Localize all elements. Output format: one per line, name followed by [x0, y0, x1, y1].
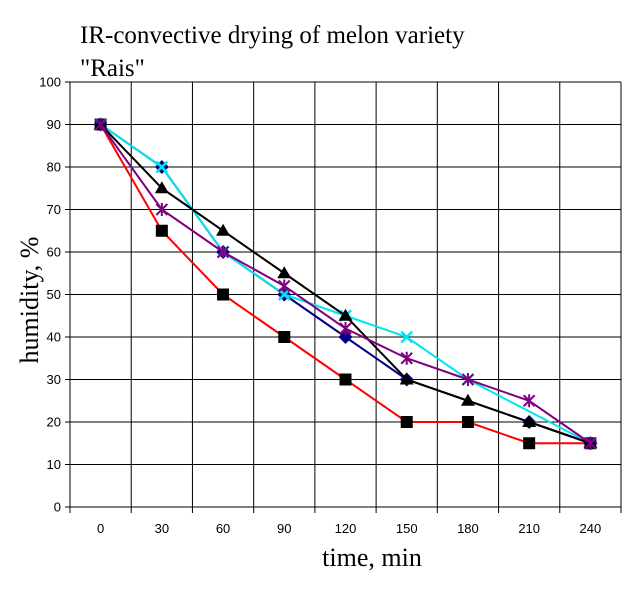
data-point [94, 118, 107, 131]
x-tick-label: 180 [457, 521, 479, 536]
y-tick-label: 30 [47, 372, 61, 387]
data-point [400, 351, 413, 365]
x-tick-label: 120 [335, 521, 357, 536]
chart-title-line-1: IR-convective drying of melon variety [80, 22, 465, 49]
y-tick-label: 10 [47, 457, 61, 472]
data-point [523, 437, 536, 450]
y-tick-label: 0 [54, 500, 61, 515]
series-layer [93, 117, 598, 451]
data-point [522, 415, 537, 427]
x-tick-label: 60 [216, 521, 230, 536]
data-point [277, 266, 292, 279]
data-point [461, 416, 474, 428]
data-point [278, 279, 291, 293]
data-point [584, 436, 597, 450]
y-tick-label: 60 [47, 245, 61, 260]
chart-title-line-2: "Rais" [80, 55, 145, 82]
data-point [339, 373, 352, 386]
data-point [400, 330, 414, 344]
data-point [339, 322, 352, 335]
y-tick-label: 100 [39, 75, 61, 90]
data-point [217, 288, 230, 301]
series-4 [93, 117, 598, 449]
data-point [460, 393, 475, 406]
tick-labels: 0 10 20 30 40 50 60 70 80 90 100 0 30 60 90 120 150 180 21… [39, 75, 601, 537]
data-point [399, 372, 414, 385]
x-tick-label: 150 [396, 521, 418, 536]
y-axis-label: humidity, % [15, 237, 44, 364]
series-5 [94, 118, 597, 450]
y-tick-label: 80 [47, 160, 61, 175]
x-tick-label: 240 [580, 521, 602, 536]
data-point [338, 308, 353, 321]
y-tick-label: 70 [47, 202, 61, 217]
data-point [216, 223, 231, 236]
y-tick-label: 90 [47, 117, 61, 132]
data-point [400, 416, 413, 428]
axes [65, 81, 621, 508]
series-line [100, 123, 591, 445]
data-point [155, 160, 169, 174]
x-tick-label: 0 [97, 521, 104, 536]
data-point [278, 331, 291, 343]
x-tick-label: 210 [518, 521, 540, 536]
data-point [461, 373, 475, 386]
x-axis-label: time, min [322, 543, 422, 572]
data-point [154, 181, 169, 194]
y-tick-label: 40 [47, 330, 61, 345]
data-point [522, 394, 536, 408]
data-point [338, 330, 353, 344]
y-tick-label: 50 [47, 287, 61, 302]
data-point [216, 245, 230, 259]
y-tick-label: 20 [47, 415, 61, 430]
x-tick-label: 90 [277, 521, 291, 536]
x-tick-label: 30 [155, 521, 169, 536]
data-point [155, 224, 168, 237]
data-point [155, 203, 169, 216]
